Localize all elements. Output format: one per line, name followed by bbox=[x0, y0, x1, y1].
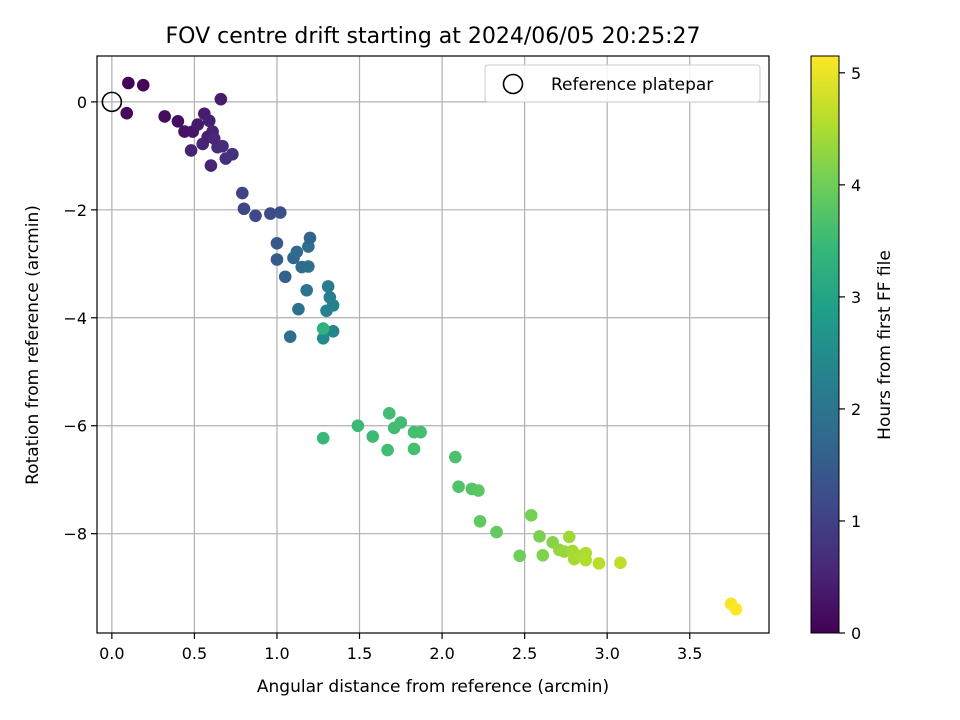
y-tick-label: −4 bbox=[63, 309, 87, 328]
legend-box bbox=[484, 64, 761, 103]
data-point bbox=[300, 283, 313, 297]
data-point bbox=[351, 419, 365, 433]
data-points bbox=[120, 76, 743, 616]
colorbar-ticks: 0 1 2 3 4 5 bbox=[839, 64, 861, 643]
data-point bbox=[191, 118, 205, 131]
x-tick-label: 2.0 bbox=[429, 644, 454, 663]
x-tick-label: 1.5 bbox=[347, 644, 372, 663]
x-tick-label: 0.5 bbox=[182, 644, 207, 663]
data-point bbox=[490, 525, 503, 539]
data-point bbox=[366, 430, 380, 443]
data-point bbox=[316, 322, 330, 335]
data-point bbox=[171, 115, 185, 128]
data-point bbox=[316, 431, 330, 445]
data-point bbox=[536, 548, 550, 562]
data-point bbox=[283, 330, 297, 343]
data-point bbox=[237, 202, 251, 216]
data-point bbox=[202, 114, 216, 128]
data-point bbox=[226, 147, 239, 161]
data-point bbox=[729, 602, 743, 616]
colorbar-label: Hours from first FF file bbox=[875, 250, 895, 440]
data-point bbox=[513, 549, 526, 563]
data-point bbox=[120, 106, 134, 120]
data-point bbox=[302, 260, 315, 273]
data-point bbox=[326, 324, 340, 338]
colorbar-tick-label: 5 bbox=[851, 64, 861, 83]
plot-frame bbox=[96, 55, 770, 634]
data-point bbox=[264, 207, 277, 220]
y-tick-label: 0 bbox=[77, 93, 87, 112]
data-point bbox=[579, 553, 593, 567]
data-point bbox=[614, 556, 627, 570]
reference-platepar-marker bbox=[101, 91, 123, 113]
x-tick-label: 3.0 bbox=[594, 644, 619, 663]
data-point bbox=[235, 186, 249, 200]
y-tick-label: −6 bbox=[63, 417, 87, 436]
data-point bbox=[414, 425, 427, 439]
colorbar-tick-label: 4 bbox=[851, 176, 861, 195]
data-point bbox=[270, 236, 284, 250]
data-point bbox=[136, 78, 150, 92]
colorbar-tick-label: 2 bbox=[851, 400, 861, 419]
data-point bbox=[592, 557, 606, 570]
data-point bbox=[270, 253, 284, 266]
data-point bbox=[122, 76, 135, 90]
legend-marker-icon bbox=[502, 73, 524, 95]
data-point bbox=[472, 484, 485, 497]
data-point bbox=[382, 407, 396, 420]
colorbar-gradient bbox=[810, 55, 840, 634]
colorbar-tick-label: 3 bbox=[851, 288, 861, 307]
data-point bbox=[249, 209, 262, 223]
data-point bbox=[320, 304, 333, 318]
data-point bbox=[184, 144, 198, 157]
data-point bbox=[216, 139, 229, 153]
data-point bbox=[303, 231, 317, 245]
colorbar-tick-label: 1 bbox=[851, 512, 861, 531]
x-tick-label: 3.5 bbox=[677, 644, 702, 663]
colorbar: 0 1 2 3 4 5 Hours from first FF file bbox=[810, 55, 895, 643]
data-point bbox=[290, 245, 304, 259]
data-point bbox=[158, 110, 171, 123]
data-point bbox=[473, 514, 487, 528]
data-point bbox=[273, 206, 287, 219]
data-point bbox=[562, 530, 576, 544]
data-point bbox=[452, 480, 465, 494]
grid-lines bbox=[97, 56, 769, 633]
y-tick-label: −8 bbox=[63, 525, 87, 544]
data-point bbox=[321, 280, 335, 293]
y-axis: 0 −2 −4 −6 −8 bbox=[63, 93, 97, 544]
data-point bbox=[316, 331, 330, 345]
data-point bbox=[278, 270, 292, 284]
legend-label: Reference platepar bbox=[551, 75, 713, 95]
data-point bbox=[204, 159, 218, 172]
data-point bbox=[292, 302, 305, 316]
x-tick-label: 2.5 bbox=[512, 644, 537, 663]
data-point bbox=[207, 132, 221, 145]
x-tick-label: 1.0 bbox=[264, 644, 289, 663]
y-axis-label: Rotation from reference (arcmin) bbox=[23, 205, 43, 485]
data-point bbox=[394, 416, 408, 429]
data-point bbox=[448, 450, 462, 464]
y-tick-label: −2 bbox=[63, 201, 87, 220]
data-point bbox=[407, 442, 421, 456]
legend: Reference platepar bbox=[484, 64, 761, 103]
data-point bbox=[214, 92, 228, 106]
data-point bbox=[524, 509, 538, 522]
x-axis: 0.0 0.5 1.0 1.5 2.0 2.5 3.0 3.5 bbox=[99, 633, 702, 663]
x-axis-label: Angular distance from reference (arcmin) bbox=[257, 677, 609, 697]
colorbar-tick-label: 0 bbox=[851, 624, 861, 643]
data-point bbox=[381, 443, 394, 457]
chart-title: FOV centre drift starting at 2024/06/05 … bbox=[166, 24, 701, 49]
x-tick-label: 0.0 bbox=[99, 644, 124, 663]
data-point bbox=[533, 530, 546, 543]
